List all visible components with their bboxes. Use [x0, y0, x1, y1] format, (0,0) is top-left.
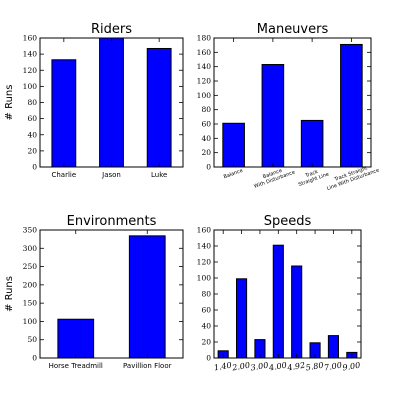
riders-ytick-label: 0: [32, 163, 37, 172]
riders-bar: [146, 47, 172, 168]
riders-chart: 0 20 40 60 80 100 120 140 160 Charlie Jason Luke Rid…: [4, 22, 184, 179]
maneuvers-ytick-label: 100: [197, 91, 212, 100]
riders-ytick-label: 140: [23, 50, 38, 59]
riders-ytick-label: 160: [23, 34, 38, 43]
maneuvers-category-label: Balance: [223, 168, 244, 180]
environments-title: Environments: [67, 214, 157, 229]
speeds-category-label: 2.00: [231, 361, 251, 373]
speeds-category-label: 4.00: [267, 361, 287, 373]
environments-ytick-label: 350: [23, 226, 38, 235]
riders-ytick-label: 100: [23, 82, 38, 91]
speeds-chart: 0 20 40 60 80 100 120 140 160 1.40 2.00 3.00 4.00 4.9…: [197, 214, 362, 373]
speeds-ytick-label: 160: [197, 226, 212, 235]
riders-ytick-label: 40: [27, 130, 37, 139]
speeds-category-label: 3.00: [250, 361, 269, 373]
riders-ytick-label: 120: [23, 66, 38, 75]
speeds-category-label: 4.92: [286, 361, 306, 373]
environments-bar: [57, 318, 95, 359]
riders-ytick-label: 80: [27, 98, 37, 107]
environments-chart: 0 50 100 150 200 250 300 350 Horse Treadmill Pavi…: [4, 214, 184, 370]
speeds-bar: [291, 265, 303, 359]
maneuvers-ytick-label: 180: [197, 34, 212, 43]
maneuvers-axes-frame: [213, 37, 372, 168]
environments-category-label: Horse Treadmill: [49, 362, 103, 370]
environments-ytick-label: 250: [23, 262, 38, 271]
environments-ytick-label: 50: [27, 335, 37, 344]
riders-bar: [51, 59, 77, 168]
maneuvers-ytick-label: 40: [201, 134, 211, 143]
riders-ytick-label: 60: [27, 114, 37, 123]
speeds-category-label: 9.00: [342, 361, 361, 373]
environments-ytick-label: 0: [32, 354, 37, 363]
speeds-ytick-label: 20: [201, 338, 211, 347]
environments-ytick-label: 300: [23, 244, 38, 253]
riders-category-label: Charlie: [51, 171, 76, 179]
environments-ylabel: # Runs: [4, 276, 15, 312]
riders-bar: [99, 37, 124, 168]
speeds-bar: [272, 244, 284, 359]
maneuvers-ytick-label: 20: [201, 148, 211, 157]
maneuvers-chart: 0 20 40 60 80 100 120 140 160 180 Balance BalanceWi…: [197, 22, 380, 192]
speeds-ytick-label: 120: [197, 258, 212, 267]
riders-category-label: Luke: [151, 171, 167, 179]
speeds-category-label: 1.40: [213, 361, 232, 373]
maneuvers-bar: [222, 122, 245, 168]
speeds-ytick-label: 140: [197, 242, 212, 251]
speeds-ytick-label: 0: [206, 354, 211, 363]
environments-ytick-label: 150: [23, 299, 38, 308]
maneuvers-bar: [340, 43, 363, 168]
maneuvers-bar: [261, 64, 285, 168]
maneuvers-ytick-label: 80: [201, 105, 211, 114]
maneuvers-category-label-line: Balance: [223, 168, 244, 180]
maneuvers-category-label: TrackStraight Line: [296, 166, 330, 188]
riders-title: Riders: [91, 22, 132, 37]
maneuvers-ytick-label: 60: [201, 120, 211, 129]
maneuvers-ytick-label: 0: [206, 163, 211, 172]
maneuvers-title: Maneuvers: [257, 22, 329, 37]
riders-ytick-label: 20: [27, 146, 37, 155]
speeds-ytick-label: 40: [201, 322, 211, 331]
maneuvers-ytick-label: 140: [197, 62, 212, 71]
maneuvers-category-label: BalanceWith Disturbance: [251, 164, 296, 190]
maneuvers-bar: [300, 119, 324, 168]
environments-category-label: Pavillion Floor: [123, 362, 172, 370]
riders-ylabel: # Runs: [4, 85, 15, 121]
speeds-category-label: 7.00: [323, 361, 342, 373]
riders-category-label: Jason: [101, 171, 121, 179]
speeds-ytick-label: 60: [201, 306, 211, 315]
maneuvers-category-label-line: Track: [304, 169, 319, 179]
environments-ytick-label: 100: [23, 317, 38, 326]
environments-axes-frame: [39, 229, 184, 359]
maneuvers-ytick-label: 120: [197, 77, 212, 86]
speeds-bar: [236, 278, 248, 359]
speeds-ytick-label: 80: [201, 290, 211, 299]
environments-ytick-label: 200: [23, 280, 38, 289]
speeds-category-label: 5.80: [305, 361, 324, 373]
environments-bar: [128, 235, 166, 359]
maneuvers-ytick-label: 160: [197, 48, 212, 57]
speeds-title: Speeds: [264, 214, 312, 229]
speeds-ytick-label: 100: [197, 274, 212, 283]
